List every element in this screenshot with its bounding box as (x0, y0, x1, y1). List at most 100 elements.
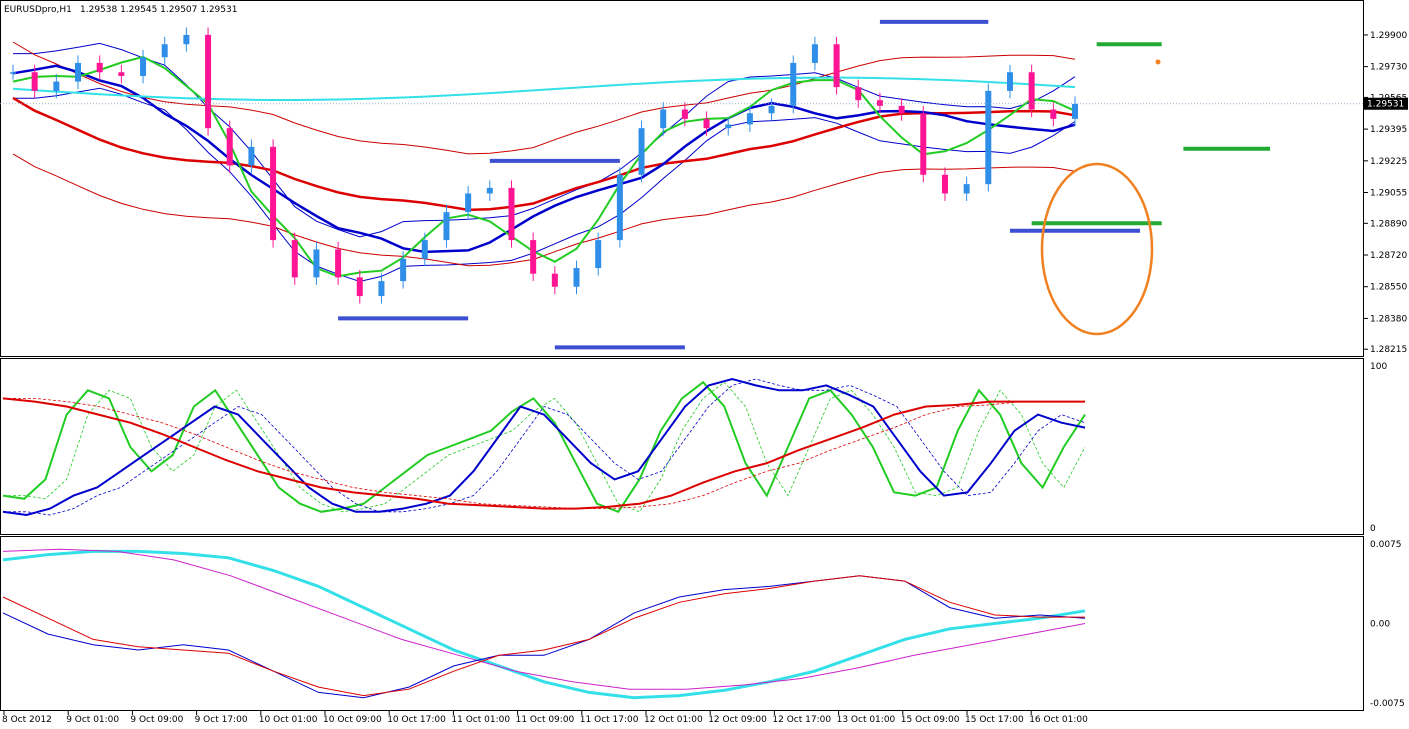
candle-body (638, 128, 645, 175)
candle-body (595, 240, 602, 269)
time-axis-label: 10 Oct 09:00 (323, 715, 382, 725)
candle-body (790, 62, 797, 106)
fast-moving-average-line (12, 55, 1076, 278)
oscillator-green-line (2, 380, 1086, 514)
candle-body (161, 44, 168, 58)
oscillator-blue-signal-line (3, 378, 1086, 516)
candle-body (226, 128, 233, 166)
candle-body (681, 109, 688, 119)
macd-panel[interactable] (0, 536, 1364, 711)
time-axis-label: 10 Oct 01:00 (259, 715, 318, 725)
time-axis-label: 12 Oct 17:00 (772, 715, 831, 725)
oscillator-red-line (2, 397, 1085, 510)
candle-body (811, 44, 818, 63)
time-axis-label: 13 Oct 01:00 (837, 715, 896, 725)
price-axis-label: 1.29730 (1370, 63, 1407, 73)
macd-axis-label: 0.0075 (1370, 540, 1402, 550)
candle-body (725, 124, 732, 129)
macd-cyan-line (2, 549, 1086, 700)
time-axis-label: 11 Oct 01:00 (451, 715, 510, 725)
candle-body (898, 105, 905, 114)
candle-body (746, 113, 753, 125)
price-axis-label: 1.28550 (1370, 283, 1407, 293)
candle-body (768, 105, 775, 114)
price-axis-label: 1.29055 (1370, 189, 1407, 199)
chart-header-ohlc: 1.29538 1.29545 1.29507 1.29531 (80, 5, 237, 15)
candle-body (703, 118, 710, 129)
time-axis-label: 8 Oct 2012 (2, 715, 52, 725)
candle-body (118, 72, 125, 76)
candle-body (313, 249, 320, 278)
oscillator-red-signal-line (3, 398, 1085, 509)
candle-body (378, 281, 385, 297)
current-price-label-box (1364, 97, 1408, 110)
candle-body (421, 240, 428, 259)
envelope-upper-line (12, 41, 1076, 155)
candle-body (400, 258, 407, 282)
oscillator-axis-label: 100 (1370, 362, 1387, 372)
chart-header-symbol: EURUSDpro,H1 (4, 5, 72, 15)
oscillator-panel[interactable] (0, 358, 1364, 535)
candle-body (833, 44, 840, 88)
candle-body (920, 113, 927, 175)
price-axis-label: 1.28380 (1370, 314, 1407, 324)
candle-body (291, 240, 298, 278)
macd-axis-label: 0.00 (1370, 620, 1390, 630)
candle-body (465, 193, 472, 213)
price-layer (0, 19, 1364, 350)
candle-body (1072, 103, 1078, 119)
candle-body (248, 146, 255, 166)
price-axis-label: 1.29900 (1370, 31, 1407, 41)
macd-magenta-line (2, 548, 1086, 690)
price-axis-label: 1.29225 (1370, 157, 1407, 167)
candle-body (96, 62, 103, 73)
time-axis-label: 12 Oct 01:00 (644, 715, 703, 725)
candle-body (356, 277, 363, 297)
time-axis-label: 10 Oct 17:00 (387, 715, 446, 725)
candle-body (10, 72, 16, 74)
macd-axis-label: -0.0075 (1370, 699, 1405, 709)
candle-body (53, 81, 60, 91)
candle-body (486, 187, 493, 194)
candle-body (31, 72, 38, 91)
candle-body (530, 240, 537, 274)
candle-body (660, 109, 667, 129)
candle-body (183, 34, 190, 45)
candle-body (573, 268, 580, 287)
axis-layer: 1.299001.297301.295651.293951.292251.290… (2, 31, 1408, 725)
time-axis-label: 16 Oct 01:00 (1029, 715, 1088, 725)
candle-body (551, 273, 558, 287)
oscillator-green-signal-line (3, 381, 1086, 513)
time-axis-label: 9 Oct 17:00 (195, 715, 248, 725)
price-axis-label: 1.28890 (1370, 219, 1407, 229)
bollinger-lower-line (13, 87, 1076, 283)
oscillator-layer (2, 377, 1086, 517)
annotation-ellipse (1040, 162, 1154, 336)
candle-body (963, 184, 970, 194)
time-axis-label: 11 Oct 09:00 (516, 715, 575, 725)
oscillator-axis-label: 0 (1370, 524, 1376, 534)
candle-body (140, 57, 147, 76)
current-price-label: 1.29531 (1367, 100, 1404, 110)
candle-body (985, 90, 992, 185)
macd-layer (2, 548, 1086, 700)
time-axis-label: 11 Oct 17:00 (580, 715, 639, 725)
price-panel[interactable] (0, 0, 1364, 357)
time-axis-label: 12 Oct 09:00 (708, 715, 767, 725)
signal-dot (1155, 59, 1161, 65)
candle-body (75, 62, 82, 82)
time-axis-label: 9 Oct 01:00 (66, 715, 119, 725)
candle-body (616, 174, 623, 241)
candle-body (443, 212, 450, 241)
time-axis-label: 9 Oct 09:00 (130, 715, 183, 725)
candle-body (335, 249, 342, 278)
candle-body (1028, 72, 1035, 110)
candle-body (508, 187, 515, 241)
medium-moving-average-line (12, 64, 1076, 254)
time-axis-label: 15 Oct 17:00 (965, 715, 1024, 725)
candle-body (1006, 72, 1013, 91)
candle-body (1050, 109, 1057, 119)
price-axis-label: 1.28720 (1370, 251, 1407, 261)
long-moving-average-line (12, 76, 1076, 101)
